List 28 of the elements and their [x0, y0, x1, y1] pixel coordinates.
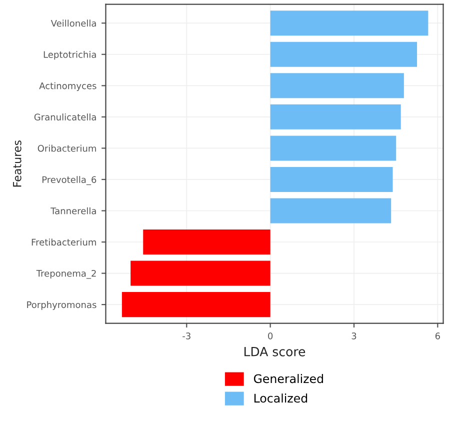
y-tick-label: Veillonella [50, 20, 96, 27]
x-tick-label: -3 [182, 332, 190, 340]
bar [143, 230, 270, 255]
y-tick-label: Actinomyces [39, 82, 96, 91]
y-tick-label: Oribacterium [38, 144, 96, 152]
bar [270, 166, 393, 192]
y-tick-label: Fretibacterium [32, 238, 96, 246]
y-tick-label: Granulicatella [34, 113, 96, 120]
bar [270, 73, 404, 98]
bar [270, 198, 392, 224]
y-tick-label: Treponema_2 [36, 270, 96, 279]
y-tick-label: Porphyromonas [27, 301, 96, 310]
y-tick-label: Prevotella_6 [42, 176, 96, 186]
bar [270, 104, 401, 130]
y-axis-title: Features [13, 140, 22, 187]
bar [270, 136, 396, 161]
legend-label: Generalized [254, 374, 323, 384]
y-tick-label: Leptotrichia [44, 50, 96, 60]
bar [270, 42, 418, 67]
bar [130, 260, 270, 286]
legend-label: Localized [254, 394, 308, 403]
x-tick-label: 6 [435, 332, 440, 340]
y-tick-label: Tannerella [50, 207, 96, 214]
x-tick-label: 0 [268, 332, 273, 340]
bar [270, 10, 428, 36]
x-tick-label: 3 [352, 332, 356, 340]
bar [122, 292, 270, 318]
x-axis-title: LDA score [244, 347, 306, 356]
